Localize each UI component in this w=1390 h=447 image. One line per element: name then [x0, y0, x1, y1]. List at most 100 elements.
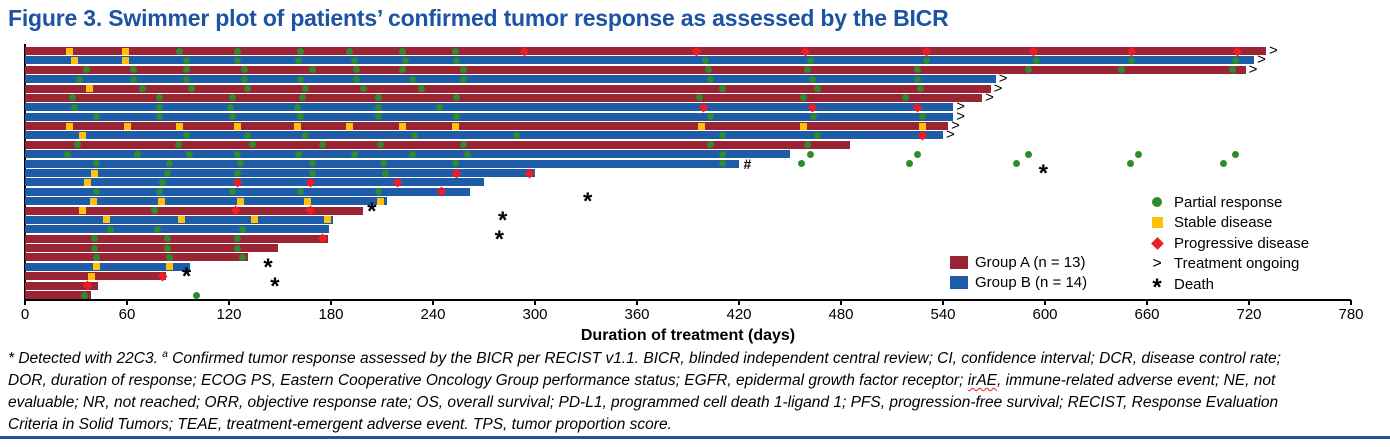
- stable-disease-marker: [303, 197, 311, 205]
- stable-disease-marker: [121, 47, 129, 55]
- partial-response-marker: [375, 113, 383, 121]
- stable-disease-marker: [919, 122, 927, 130]
- stable-disease-marker: [91, 169, 99, 177]
- death-asterisk: *: [498, 206, 508, 234]
- swimmer-bar: [25, 122, 949, 131]
- group-legend-label: Group B (n = 14): [975, 273, 1088, 291]
- partial-response-marker: [451, 160, 459, 168]
- pd-legend-icon: [1148, 236, 1166, 250]
- swimmer-bar: [25, 225, 330, 234]
- partial-response-marker: [91, 235, 99, 243]
- marker-legend-item: > Treatment ongoing: [1148, 254, 1299, 274]
- partial-response-marker: [183, 131, 190, 139]
- stable-disease-marker: [65, 47, 73, 55]
- stable-disease-icon: [1151, 217, 1163, 228]
- partial-response-marker: [155, 103, 163, 111]
- partial-response-marker: [234, 56, 241, 64]
- swimmer-bar: [25, 47, 1266, 55]
- swimmer-bar: [25, 65, 1246, 74]
- stable-disease-marker: [87, 272, 95, 280]
- partial-response-marker: [922, 56, 930, 64]
- partial-response-marker: [375, 188, 383, 196]
- swimmer-bar: [25, 93, 983, 102]
- stable-disease-marker: [79, 207, 87, 215]
- partial-response-marker: [1228, 66, 1236, 74]
- x-axis-line: [25, 299, 1351, 301]
- stable-disease-marker: [293, 122, 301, 130]
- marker-legend-label: Progressive disease: [1174, 234, 1310, 252]
- partial-response-marker: [295, 150, 303, 158]
- swimmer-bar: [25, 206, 364, 215]
- partial-response-marker: [798, 160, 806, 168]
- partial-response-marker: [803, 141, 811, 149]
- treatment-ongoing-arrow: >: [956, 98, 965, 116]
- footnote-line: Criteria in Solid Tumors; TEAE, treatmen…: [8, 416, 672, 433]
- partial-response-marker: [813, 85, 821, 93]
- partial-response-marker: [353, 75, 360, 83]
- swimmer-bar: [25, 103, 954, 112]
- partial-response-marker: [701, 56, 709, 64]
- partial-response-marker: [183, 75, 190, 83]
- partial-response-marker: [293, 103, 301, 111]
- x-tick-label: 0: [20, 306, 30, 323]
- partial-response-marker: [512, 131, 520, 139]
- partial-response-marker: [453, 94, 461, 102]
- ongoing-legend-icon: >: [1148, 255, 1166, 272]
- stable-disease-marker: [234, 122, 241, 130]
- x-tick-label: 120: [216, 306, 242, 323]
- partial-response-marker: [174, 141, 182, 149]
- swimmer-bar: [25, 56, 1255, 65]
- marker-legend-item: * Death: [1148, 274, 1214, 301]
- treatment-ongoing-arrow: >: [1257, 51, 1266, 69]
- x-tick: [126, 300, 128, 305]
- partial-response-marker: [381, 169, 389, 177]
- partial-response-marker: [346, 47, 354, 55]
- partial-response-marker: [1231, 56, 1239, 64]
- swimmer-bar: [25, 140, 850, 149]
- death-asterisk: *: [583, 188, 593, 216]
- x-tick: [738, 300, 740, 305]
- partial-response-marker: [409, 75, 417, 83]
- figure-title: Figure 3. Swimmer plot of patients’ conf…: [8, 5, 949, 31]
- x-tick: [942, 300, 944, 305]
- partial-response-marker: [188, 85, 196, 93]
- partial-response-marker: [460, 75, 468, 83]
- treatment-ongoing-arrow: >: [1248, 60, 1258, 78]
- death-asterisk: *: [1038, 160, 1048, 187]
- partial-response-marker: [74, 141, 82, 149]
- partial-response-marker: [1128, 56, 1136, 64]
- death-asterisk: *: [181, 263, 192, 291]
- partial-response-marker: [1024, 150, 1032, 158]
- swimmer-plot: Duration of treatment (days) Group A (n …: [20, 43, 1364, 345]
- partial-response-marker: [296, 113, 304, 121]
- bottom-rule: [0, 436, 1390, 439]
- partial-response-marker: [308, 160, 316, 168]
- marker-legend-label: Treatment ongoing: [1174, 255, 1300, 272]
- partial-response-marker: [91, 244, 99, 252]
- partial-response-marker: [914, 75, 921, 83]
- stable-disease-marker: [70, 56, 78, 64]
- stable-disease-marker: [121, 56, 129, 64]
- partial-response-marker: [919, 113, 927, 121]
- stable-disease-marker: [176, 122, 184, 130]
- x-tick: [840, 300, 842, 305]
- stable-disease-marker: [376, 197, 384, 205]
- partial-response-marker: [296, 188, 304, 196]
- partial-response-marker: [813, 131, 821, 139]
- partial-response-marker: [164, 169, 172, 177]
- x-tick: [432, 300, 434, 305]
- x-tick: [534, 300, 536, 305]
- stable-disease-marker: [698, 122, 706, 130]
- death-asterisk: *: [367, 197, 377, 225]
- swimmer-bar: [25, 84, 991, 93]
- partial-response-marker: [164, 235, 172, 243]
- partial-response-marker: [176, 47, 184, 55]
- x-tick-label: 420: [726, 306, 752, 323]
- death-glyph-icon: *: [1152, 274, 1162, 301]
- swimmer-bar: [25, 112, 954, 121]
- swimmer-bar: [25, 262, 190, 271]
- partial-response-marker: [234, 244, 241, 252]
- x-tick-label: 240: [420, 306, 446, 323]
- x-axis-title: Duration of treatment (days): [580, 327, 796, 344]
